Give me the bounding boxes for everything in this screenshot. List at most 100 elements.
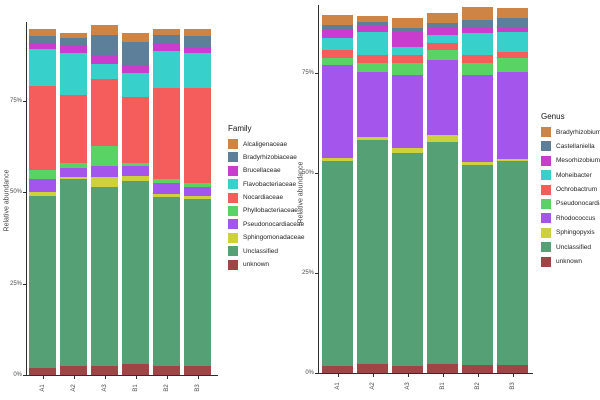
family-bar-B1-segment-sphingomonadaceae bbox=[122, 175, 149, 181]
genus-bar-B2-segment-unknown bbox=[462, 365, 493, 373]
family-x-tick-label-A2: A2 bbox=[70, 384, 77, 392]
family-bar-A1-segment-phyllobacteriaceae bbox=[29, 170, 56, 180]
family-bar-B2-segment-sphingomonadaceae bbox=[153, 193, 180, 198]
family-bar-A1-segment-pseudonocardiaceae bbox=[29, 179, 56, 192]
genus-bar-B1-segment-mesorhizobium bbox=[427, 27, 458, 35]
family-bar-B3-segment-sphingomonadaceae bbox=[184, 195, 211, 200]
family-bar-A3-segment-brucellaceae bbox=[91, 54, 118, 64]
family-y-tick-label: 0% bbox=[13, 372, 22, 378]
family-y-axis-title: Relative abundance bbox=[3, 169, 11, 232]
genus-legend-item-unknown: unknown bbox=[541, 256, 600, 267]
family-bar-B1-segment-alcaligenaceae bbox=[122, 32, 149, 42]
family-bar-B2-segment-brucellaceae bbox=[153, 43, 180, 52]
genus-bar-B2-segment-rhodococcus bbox=[462, 75, 493, 162]
family-x-tick-label-B3: B3 bbox=[194, 384, 201, 392]
genus-bar-B3-segment-mesorhizobium bbox=[497, 27, 528, 32]
genus-bar-A3-segment-unclassified bbox=[392, 153, 423, 366]
family-x-tick-mark bbox=[135, 376, 137, 379]
genus-legend-item-ochrobactrum: Ochrobactrum bbox=[541, 184, 600, 195]
genus-legend-label: Moheibacter bbox=[556, 171, 592, 179]
unclassified-color-swatch bbox=[228, 246, 238, 257]
genus-bar-A2-segment-sphingopyxis bbox=[357, 137, 388, 140]
genus-bar-B1-segment-bradyrhizobium bbox=[427, 13, 458, 23]
family-x-axis-line bbox=[26, 375, 218, 376]
genus-bar-B3-segment-unclassified bbox=[497, 161, 528, 365]
genus-bar-A3-segment-ochrobactrum bbox=[392, 55, 423, 63]
sphingomonadaceae-color-swatch bbox=[228, 232, 238, 243]
family-x-tick-mark bbox=[73, 376, 75, 379]
family-bar-A3-segment-pseudonocardiaceae bbox=[91, 166, 118, 178]
genus-bar-B1-segment-castellaniella bbox=[427, 23, 458, 28]
genus-legend-label: unknown bbox=[556, 258, 583, 266]
genus-bar-A1-segment-unknown bbox=[322, 365, 353, 373]
family-y-tick-mark bbox=[23, 192, 26, 193]
pseudonocardiaceae-color-swatch bbox=[228, 219, 238, 230]
family-bar-A3-segment-phyllobacteriaceae bbox=[91, 146, 118, 167]
bradyrhizobiaceae-color-swatch bbox=[228, 152, 238, 163]
genus-bar-B3-segment-pseudonocardia bbox=[497, 57, 528, 72]
genus-bar-A2-segment-mesorhizobium bbox=[357, 25, 388, 32]
genus-bar-B2-segment-castellaniella bbox=[462, 19, 493, 28]
genus-y-tick-mark bbox=[315, 373, 318, 374]
family-x-tick-mark bbox=[42, 376, 44, 379]
genus-legend-title: Genus bbox=[541, 112, 565, 121]
genus-bar-B1-segment-pseudonocardia bbox=[427, 49, 458, 60]
family-legend-item-unclassified: Unclassified bbox=[228, 246, 304, 257]
genus-legend-item-sphingopyxis: Sphingopyxis bbox=[541, 227, 600, 238]
genus-bar-B3-segment-rhodococcus bbox=[497, 71, 528, 159]
family-bar-B3-segment-bradyrhizobiaceae bbox=[184, 36, 211, 48]
family-x-tick-label-B2: B2 bbox=[163, 384, 170, 392]
genus-x-tick-mark bbox=[512, 374, 514, 377]
family-y-tick-label: 50% bbox=[9, 189, 22, 195]
family-bar-A2-segment-nocardiaceae bbox=[60, 95, 87, 163]
family-y-tick-label: 75% bbox=[9, 97, 22, 104]
family-legend-label: Unclassified bbox=[243, 247, 279, 255]
family-bar-A2-segment-alcaligenaceae bbox=[60, 32, 87, 39]
genus-bar-B1-segment-sphingopyxis bbox=[427, 135, 458, 142]
genus-legend-item-castellaniella: Castellaniella bbox=[541, 141, 600, 152]
genus-legend-label: Unclassified bbox=[556, 243, 592, 251]
family-bar-B2-segment-pseudonocardiaceae bbox=[153, 182, 180, 194]
genus-bar-B2-segment-mesorhizobium bbox=[462, 27, 493, 33]
family-bar-A1-segment-unknown bbox=[29, 367, 56, 375]
genus-bar-A3-segment-pseudonocardia bbox=[392, 63, 423, 75]
genus-y-tick-label: 75% bbox=[301, 70, 314, 76]
family-bar-A3-segment-unclassified bbox=[91, 186, 118, 366]
family-bar-B3-segment-unclassified bbox=[184, 199, 211, 366]
genus-bar-A1-segment-bradyrhizobium bbox=[322, 15, 353, 25]
genus-bar-B2-segment-pseudonocardia bbox=[462, 63, 493, 75]
family-legend-items: Alcaligenaceae Bradyrhizobiaceae Brucellac… bbox=[228, 139, 304, 270]
family-y-tick-mark bbox=[23, 375, 26, 376]
family-legend-item-unknown: unknown bbox=[228, 259, 304, 270]
unknown-color-swatch bbox=[541, 256, 551, 267]
genus-bar-A3-segment-unknown bbox=[392, 365, 423, 373]
moheibacter-color-swatch bbox=[541, 170, 551, 181]
family-bar-B3-segment-nocardiaceae bbox=[184, 87, 211, 183]
genus-bar-B1-segment-ochrobactrum bbox=[427, 43, 458, 50]
family-bar-A2-segment-flavobacteriaceae bbox=[60, 52, 87, 95]
genus-bar-A3-segment-mesorhizobium bbox=[392, 31, 423, 47]
ochrobactrum-color-swatch bbox=[541, 184, 551, 195]
family-bar-A3-segment-unknown bbox=[91, 365, 118, 375]
genus-legend-label: Sphingopyxis bbox=[556, 229, 595, 237]
family-bar-A1-segment-bradyrhizobiaceae bbox=[29, 36, 56, 44]
genus-bar-A2-segment-pseudonocardia bbox=[357, 63, 388, 72]
family-bar-A1-segment-brucellaceae bbox=[29, 43, 56, 50]
family-x-tick-label-B1: B1 bbox=[132, 384, 139, 392]
genus-legend: Genus Bradyrhizobium Castellaniella Mesorh… bbox=[541, 112, 600, 267]
family-bar-A2-segment-pseudonocardiaceae bbox=[60, 168, 87, 178]
genus-x-tick-label-B3: B3 bbox=[509, 382, 516, 390]
family-bar-B2-segment-unknown bbox=[153, 365, 180, 375]
family-x-tick-mark bbox=[104, 376, 106, 379]
family-legend-label: Sphingomonadaceae bbox=[243, 234, 305, 242]
genus-bar-B3-segment-sphingopyxis bbox=[497, 159, 528, 161]
family-bar-B1-segment-bradyrhizobiaceae bbox=[122, 41, 149, 66]
genus-x-tick-mark bbox=[372, 374, 374, 377]
family-bar-A3-segment-nocardiaceae bbox=[91, 78, 118, 147]
flavobacteriaceae-color-swatch bbox=[228, 179, 238, 190]
family-legend-title: Family bbox=[228, 124, 252, 133]
family-x-tick-mark bbox=[197, 376, 199, 379]
family-legend-label: unknown bbox=[243, 261, 270, 269]
genus-y-tick-label: 50% bbox=[301, 170, 314, 176]
genus-bar-B1-segment-unknown bbox=[427, 363, 458, 373]
